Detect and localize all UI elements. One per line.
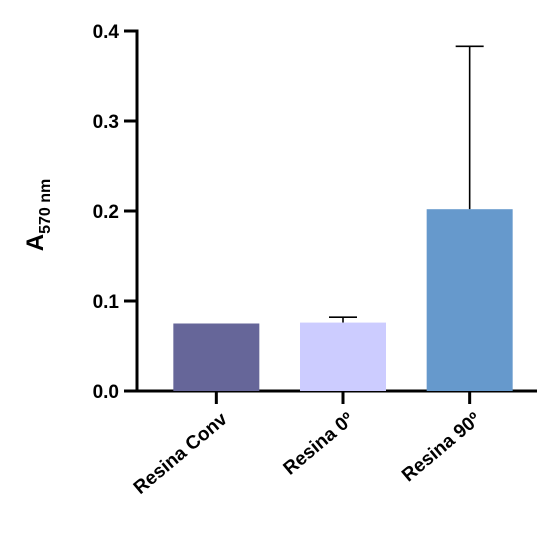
x-tick-label: Resina Conv <box>130 408 232 498</box>
y-tick-label: 0.3 <box>93 112 119 133</box>
y-tick-label: 0.0 <box>93 382 119 403</box>
bars <box>173 45 513 391</box>
y-axis: 0.0 0.1 0.2 0.3 0.4 <box>93 22 139 403</box>
x-axis: Resina Conv Resina 0º Resina 90º <box>130 389 537 499</box>
y-tick-label: 0.1 <box>93 292 120 313</box>
y-axis-label-main: A <box>22 234 49 251</box>
y-tick-label: 0.4 <box>93 22 120 43</box>
y-axis-label: A570 nm <box>22 179 54 251</box>
bar <box>426 209 513 391</box>
y-tick-label: 0.2 <box>93 202 119 223</box>
x-tick-label: Resina 90º <box>398 409 485 487</box>
x-tick-label: Resina 0º <box>280 409 359 480</box>
bar <box>300 322 386 391</box>
bar <box>173 323 260 391</box>
y-axis-label-subscript: 570 nm <box>37 179 54 234</box>
